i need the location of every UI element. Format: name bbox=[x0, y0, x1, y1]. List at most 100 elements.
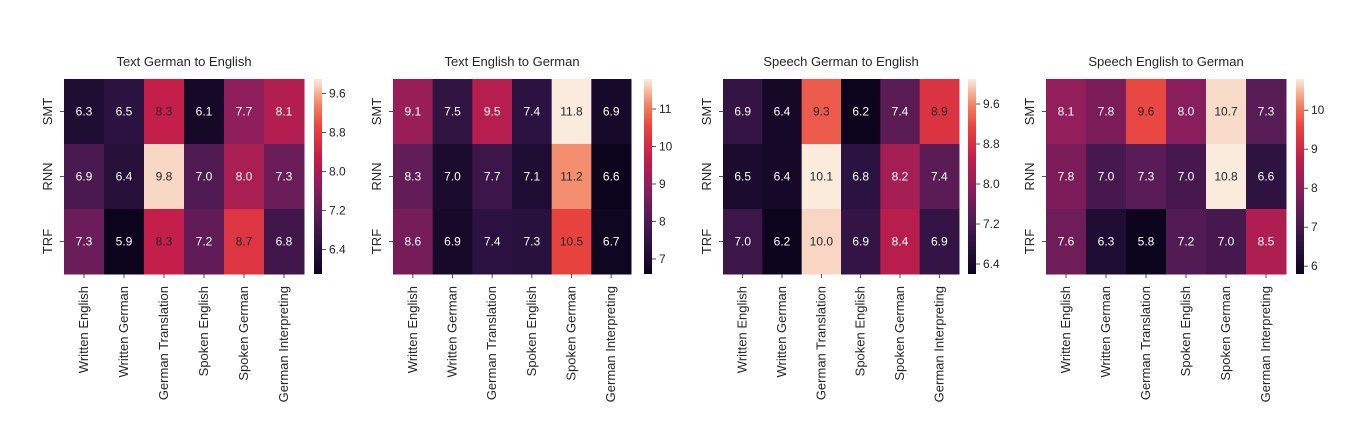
heatmap-cell bbox=[1206, 79, 1247, 145]
colorbar-tick-label: 10 bbox=[1311, 103, 1325, 117]
cell-value-label: 9.6 bbox=[1138, 105, 1155, 119]
cell-value-label: 7.4 bbox=[484, 235, 501, 249]
colorbar-tick-label: 10 bbox=[659, 140, 673, 154]
heatmap-panel-1: Text German to English 6.3 6.5 8.3 6.1 7.7 8.1… bbox=[40, 54, 346, 402]
heatmap-cell bbox=[551, 79, 592, 145]
x-tick-label: German Translation bbox=[813, 286, 828, 400]
heatmap-cell bbox=[512, 79, 553, 145]
cell-value-label: 7.0 bbox=[734, 235, 751, 249]
heatmap-cell bbox=[184, 79, 225, 145]
heatmap-cell bbox=[841, 144, 881, 210]
colorbar-tick-label: 8.0 bbox=[983, 177, 1000, 191]
cell-value-label: 7.6 bbox=[1058, 235, 1075, 249]
cell-value-label: 8.0 bbox=[236, 170, 253, 184]
heatmap-cell bbox=[224, 79, 265, 145]
heatmap-cell bbox=[880, 144, 921, 210]
cell-value-label: 7.0 bbox=[196, 170, 213, 184]
colorbar-tick-label: 11 bbox=[659, 102, 672, 116]
heatmap-cell bbox=[224, 209, 265, 275]
heatmap-cell bbox=[1206, 144, 1247, 210]
heatmap-cell bbox=[264, 144, 305, 210]
cell-value-label: 8.4 bbox=[892, 235, 909, 249]
cell-value-label: 10.0 bbox=[810, 235, 834, 249]
heatmap-cell bbox=[801, 144, 842, 210]
colorbar-tick-label: 7 bbox=[659, 252, 666, 266]
heatmap-cell bbox=[472, 144, 513, 210]
y-tick-label: SMT bbox=[369, 98, 384, 126]
heatmap-cell bbox=[880, 209, 921, 275]
cell-value-label: 7.0 bbox=[1178, 170, 1195, 184]
y-tick-label: RNN bbox=[369, 162, 384, 190]
colorbar-tick-label: 7.2 bbox=[329, 204, 346, 218]
heatmap-cell bbox=[432, 144, 473, 210]
chart-title: Text English to German bbox=[444, 54, 579, 69]
heatmap-cell bbox=[723, 79, 763, 145]
cell-value-label: 7.3 bbox=[76, 235, 93, 249]
cell-value-label: 6.9 bbox=[76, 170, 93, 184]
cell-value-label: 6.5 bbox=[734, 170, 751, 184]
cell-value-label: 7.2 bbox=[1178, 235, 1195, 249]
heatmap-cell bbox=[144, 79, 185, 145]
cell-value-label: 6.9 bbox=[931, 235, 948, 249]
heatmap-cell bbox=[1126, 144, 1167, 210]
heatmap-cell bbox=[393, 144, 434, 210]
x-tick-label: Spoken German bbox=[892, 286, 907, 381]
heatmap-cell bbox=[104, 79, 145, 145]
heatmap-cell bbox=[591, 79, 632, 145]
x-tick-label: Written English bbox=[76, 286, 91, 373]
heatmap-cell bbox=[762, 209, 803, 275]
cell-value-label: 6.8 bbox=[276, 235, 293, 249]
heatmap-cell bbox=[1126, 209, 1167, 275]
heatmap-cell bbox=[472, 79, 513, 145]
chart-title: Speech German to English bbox=[763, 54, 918, 69]
x-tick-label: Written English bbox=[405, 286, 420, 373]
heatmap-cell bbox=[1166, 79, 1207, 145]
cell-value-label: 8.3 bbox=[156, 105, 173, 119]
x-tick-label: Written German bbox=[116, 286, 131, 378]
heatmap-cell bbox=[801, 209, 842, 275]
cell-value-label: 9.8 bbox=[156, 170, 173, 184]
cell-value-label: 7.4 bbox=[892, 105, 909, 119]
colorbar-tick-label: 8 bbox=[659, 215, 666, 229]
colorbar-tick-label: 8.0 bbox=[329, 165, 346, 179]
cell-value-label: 7.3 bbox=[1258, 105, 1275, 119]
heatmap-cell bbox=[1246, 144, 1287, 210]
cell-value-label: 8.0 bbox=[1178, 105, 1195, 119]
heatmap-cell bbox=[1246, 209, 1287, 275]
cell-value-label: 8.3 bbox=[156, 235, 173, 249]
x-tick-label: Spoken English bbox=[853, 286, 868, 376]
cell-value-label: 6.6 bbox=[1258, 170, 1275, 184]
x-tick-label: Written English bbox=[1058, 286, 1073, 373]
x-tick-label: Written German bbox=[1098, 286, 1113, 378]
cell-value-label: 8.3 bbox=[404, 170, 421, 184]
colorbar-tick-label: 8.8 bbox=[329, 126, 346, 140]
heatmap-cell bbox=[1206, 209, 1247, 275]
colorbar bbox=[314, 79, 322, 274]
cell-value-label: 6.9 bbox=[852, 235, 869, 249]
y-tick-label: SMT bbox=[1022, 98, 1037, 126]
cell-value-label: 8.5 bbox=[1258, 235, 1275, 249]
x-tick-label: Written German bbox=[774, 286, 789, 378]
heatmap-cell bbox=[880, 79, 921, 145]
x-tick-label: Written English bbox=[735, 286, 750, 373]
heatmap-cell bbox=[184, 144, 225, 210]
y-tick-label: RNN bbox=[1022, 162, 1037, 190]
cell-value-label: 7.3 bbox=[523, 235, 540, 249]
heatmap-cell bbox=[104, 144, 145, 210]
chart-title: Text German to English bbox=[116, 54, 251, 69]
cell-value-label: 7.0 bbox=[444, 170, 461, 184]
cell-value-label: 6.1 bbox=[196, 105, 213, 119]
heatmap-cell bbox=[1166, 209, 1207, 275]
cell-value-label: 6.9 bbox=[734, 105, 751, 119]
y-tick-label: SMT bbox=[699, 98, 714, 126]
heatmap-cell bbox=[591, 144, 632, 210]
cell-value-label: 6.3 bbox=[1098, 235, 1115, 249]
cell-value-label: 6.4 bbox=[774, 105, 791, 119]
x-tick-label: German Interpreting bbox=[276, 286, 291, 402]
heatmap-cell bbox=[1046, 79, 1087, 145]
y-tick-label: SMT bbox=[40, 98, 55, 126]
cell-value-label: 6.4 bbox=[116, 170, 133, 184]
colorbar-tick-label: 9 bbox=[659, 177, 666, 191]
cell-value-label: 8.9 bbox=[931, 105, 948, 119]
